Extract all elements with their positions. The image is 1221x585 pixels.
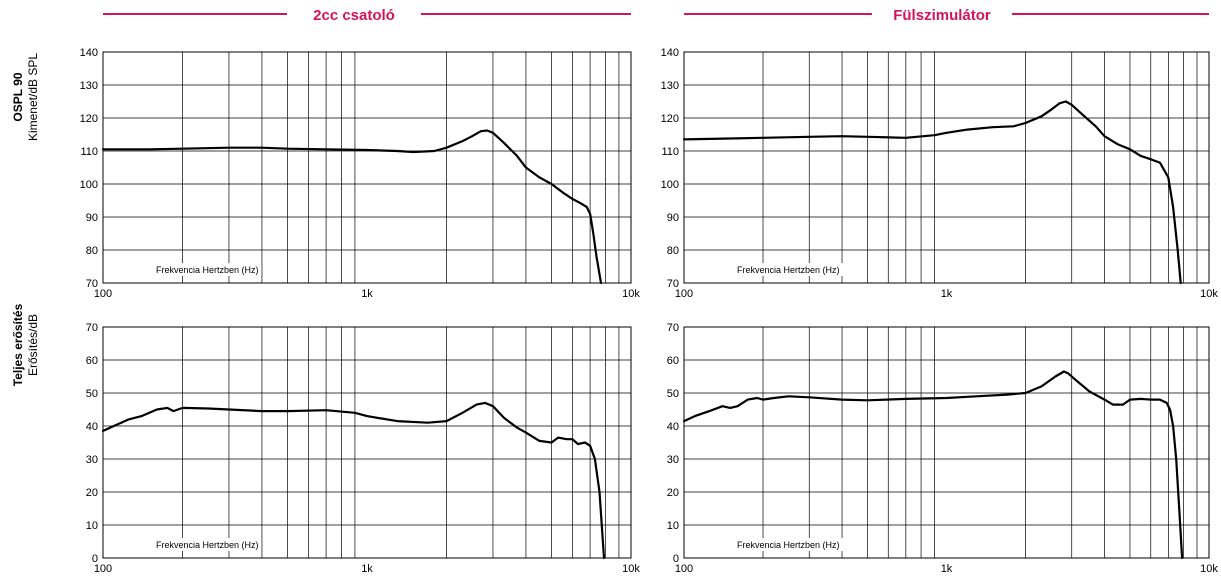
- chart-gain-ear-simulator: 0 10 20 30 40 50 60 70 100 1k 10k Frekvencia Hertzb…: [667, 322, 1219, 575]
- plot-frame: [102, 51, 632, 284]
- column-header-left-label: 2cc csatoló: [313, 7, 395, 24]
- column-header-right: Fülszimulátor: [684, 7, 1209, 24]
- y-tick-label: 40: [667, 421, 679, 433]
- y-tick-label: 30: [667, 454, 679, 466]
- row-title-top-subtitle: Kimenet/dB SPL: [26, 53, 40, 141]
- response-curve: [101, 401, 606, 560]
- x-axis-label-background: [153, 538, 262, 551]
- y-tick-label: 70: [667, 322, 679, 334]
- x-axis-label-background: [153, 263, 262, 276]
- x-axis-label: Frekvencia Hertzben (Hz): [737, 265, 840, 275]
- y-tick-label: 60: [667, 355, 679, 367]
- y-tick-label: 130: [80, 80, 98, 92]
- y-tick-label: 10: [667, 520, 679, 532]
- y-tick-label: 140: [661, 47, 679, 59]
- x-tick-label: 100: [675, 288, 693, 300]
- y-tick-label: 40: [86, 421, 98, 433]
- y-tick-label: 120: [80, 113, 98, 125]
- x-tick-label: 10k: [622, 563, 640, 575]
- y-tick-label: 50: [86, 388, 98, 400]
- x-tick-label: 10k: [1200, 563, 1218, 575]
- row-title-bottom-subtitle: Erősítés/dB: [26, 314, 40, 376]
- y-tick-label: 70: [86, 278, 98, 290]
- y-tick-label: 110: [80, 146, 98, 158]
- y-tick-label: 80: [667, 245, 679, 257]
- y-tick-label: 0: [92, 553, 98, 565]
- response-curve: [682, 100, 1182, 285]
- plot-frame: [683, 51, 1210, 284]
- y-tick-label: 100: [80, 179, 98, 191]
- x-tick-label: 100: [675, 563, 693, 575]
- x-tick-label: 1k: [361, 288, 373, 300]
- x-tick-label: 100: [94, 563, 112, 575]
- x-axis-label-background: [734, 538, 843, 551]
- y-tick-label: 0: [673, 553, 679, 565]
- y-tick-label: 10: [86, 520, 98, 532]
- y-tick-label: 70: [667, 278, 679, 290]
- row-title-bottom: Teljes erősítés Erősítés/dB: [11, 303, 40, 386]
- y-tick-label: 30: [86, 454, 98, 466]
- y-tick-label: 20: [86, 487, 98, 499]
- chart-ospl-coupler: 70 80 90 100 110 120 130 140 100 1k 10k Frekvencia …: [80, 47, 641, 300]
- chart-ospl-ear-simulator: 70 80 90 100 110 120 130 140 100 1k 10k Frekvencia …: [661, 47, 1219, 300]
- y-tick-label: 110: [661, 146, 679, 158]
- x-axis-label: Frekvencia Hertzben (Hz): [156, 540, 259, 550]
- plot-frame: [102, 326, 632, 559]
- row-title-top-bold: OSPL 90: [11, 72, 25, 121]
- chart-gain-coupler: 0 10 20 30 40 50 60 70 100 1k 10k Frekvencia Hertzb…: [86, 322, 641, 575]
- y-tick-label: 130: [661, 80, 679, 92]
- x-axis-label: Frekvencia Hertzben (Hz): [737, 540, 840, 550]
- x-tick-label: 10k: [1200, 288, 1218, 300]
- plot-frame: [683, 326, 1210, 559]
- y-tick-label: 100: [661, 179, 679, 191]
- y-tick-label: 60: [86, 355, 98, 367]
- y-tick-label: 120: [661, 113, 679, 125]
- x-tick-label: 100: [94, 288, 112, 300]
- y-tick-label: 90: [667, 212, 679, 224]
- column-header-right-label: Fülszimulátor: [893, 7, 991, 24]
- row-title-bottom-bold: Teljes erősítés: [11, 303, 25, 386]
- y-tick-label: 80: [86, 245, 98, 257]
- y-tick-label: 90: [86, 212, 98, 224]
- response-curve: [682, 370, 1184, 560]
- y-tick-label: 50: [667, 388, 679, 400]
- row-title-top: OSPL 90 Kimenet/dB SPL: [11, 53, 40, 141]
- y-tick-label: 140: [80, 47, 98, 59]
- x-tick-label: 1k: [941, 288, 953, 300]
- column-header-left: 2cc csatoló: [103, 7, 631, 24]
- x-axis-label-background: [734, 263, 843, 276]
- x-tick-label: 1k: [361, 563, 373, 575]
- y-tick-label: 20: [667, 487, 679, 499]
- x-tick-label: 10k: [622, 288, 640, 300]
- response-curve: [101, 129, 603, 285]
- y-tick-label: 70: [86, 322, 98, 334]
- x-tick-label: 1k: [941, 563, 953, 575]
- x-axis-label: Frekvencia Hertzben (Hz): [156, 265, 259, 275]
